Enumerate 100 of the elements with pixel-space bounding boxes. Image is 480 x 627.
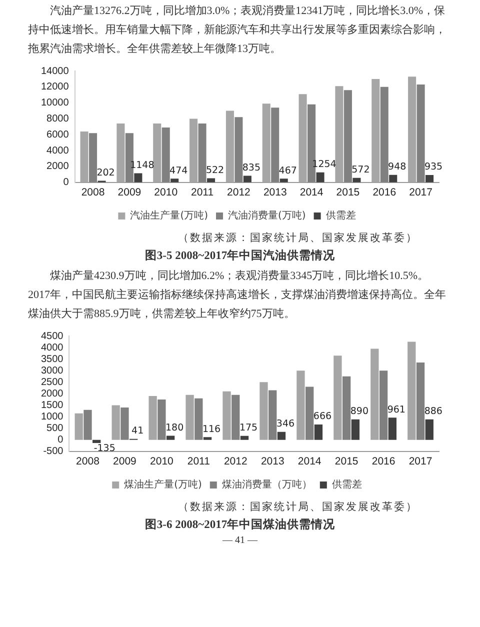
y-tick-label: 14000 bbox=[40, 66, 70, 77]
bar bbox=[240, 436, 249, 440]
y-tick-label: 1500 bbox=[40, 400, 64, 411]
bar bbox=[306, 386, 314, 440]
bar bbox=[88, 133, 98, 182]
y-tick-label: 10000 bbox=[40, 98, 70, 109]
x-tick-label: 2016 bbox=[372, 456, 396, 468]
data-label: 346 bbox=[276, 418, 295, 430]
bar bbox=[372, 78, 380, 182]
text: 煤油产量4230.9万吨，同比增加6.2%；表观消费量3345万吨，同比增长10.5%。2017年，中国民航主要运输指标继续保持高速增长，支撑煤油消费增速保持高位。全年煤油供大于需885.9万吨，供需差较上年收窄约75万吨。 bbox=[27, 268, 447, 322]
x-tick-label: 2009 bbox=[118, 186, 142, 199]
y-tick-label: 1000 bbox=[40, 412, 64, 423]
bar bbox=[243, 176, 252, 182]
bar bbox=[408, 76, 416, 182]
y-tick-label: 4000 bbox=[46, 145, 70, 156]
x-tick-label: 2017 bbox=[409, 186, 433, 199]
data-label: 116 bbox=[202, 424, 221, 435]
bar bbox=[186, 394, 194, 440]
y-tick-label: 2500 bbox=[40, 376, 64, 388]
bar bbox=[116, 124, 125, 182]
bar bbox=[271, 108, 280, 182]
text: 图3-5 2008~2017年中国汽油供需情况 bbox=[144, 248, 336, 264]
bar bbox=[298, 94, 307, 182]
data-label: 886 bbox=[424, 406, 442, 418]
y-tick-label: 12000 bbox=[40, 82, 70, 93]
x-tick-label: 2013 bbox=[263, 186, 287, 199]
legend-label: 供需差 bbox=[332, 478, 362, 491]
bar bbox=[120, 408, 129, 440]
bar bbox=[260, 382, 268, 440]
bar bbox=[80, 131, 88, 182]
bar bbox=[226, 110, 234, 182]
text: 汽油产量13276.2万吨，同比增加3.0%；表观消费量12341万吨，同比增长3.0%，保持中低速增长。用车销量大幅下降，新能源汽车和共享出行发展等多重因素综合影响，拖累汽油需求增长。全年供需差较上年微降13万吨。 bbox=[27, 4, 447, 57]
text: 图3-6 2008~2017年中国煤油供需情况 bbox=[144, 517, 336, 533]
bar bbox=[389, 174, 398, 182]
x-tick-label: 2011 bbox=[190, 186, 214, 199]
y-tick-label: 4500 bbox=[40, 330, 64, 342]
y-tick-label: -500 bbox=[43, 446, 64, 458]
x-tick-label: 2009 bbox=[113, 456, 137, 468]
x-tick-label: 2015 bbox=[334, 456, 358, 468]
y-tick-label: 0 bbox=[63, 177, 70, 188]
bar bbox=[280, 178, 288, 182]
bar bbox=[112, 405, 120, 440]
bar bbox=[334, 356, 342, 440]
data-label: 522 bbox=[206, 164, 224, 176]
bar bbox=[262, 104, 270, 182]
bar bbox=[426, 174, 434, 182]
data-label: 935 bbox=[424, 162, 443, 173]
y-tick-label: 2000 bbox=[46, 161, 70, 172]
data-label: 474 bbox=[170, 165, 188, 176]
data-label: 180 bbox=[165, 422, 184, 434]
x-tick-label: 2014 bbox=[300, 186, 324, 199]
y-tick-label: 2000 bbox=[40, 388, 64, 400]
bar bbox=[296, 370, 305, 440]
text: — 41 — bbox=[222, 534, 258, 548]
x-tick-label: 2013 bbox=[260, 456, 284, 468]
bar bbox=[314, 424, 323, 440]
text: （数据来源：国家统计局、国家发展改革委） bbox=[177, 500, 419, 515]
x-tick-label: 2014 bbox=[298, 456, 322, 468]
data-label: 175 bbox=[239, 422, 258, 434]
bar bbox=[268, 390, 277, 440]
bar bbox=[370, 348, 379, 440]
bar bbox=[134, 173, 142, 182]
text: （数据来源：国家统计局、国家发展改革委） bbox=[177, 231, 419, 246]
x-tick-label: 2015 bbox=[336, 186, 360, 199]
bar bbox=[379, 370, 388, 440]
data-label: 948 bbox=[388, 162, 406, 173]
y-tick-label: 3000 bbox=[40, 365, 64, 376]
data-label: 41 bbox=[132, 426, 144, 437]
bar bbox=[388, 418, 396, 440]
bar bbox=[74, 413, 83, 440]
bar bbox=[170, 178, 179, 182]
bar bbox=[92, 440, 101, 443]
x-tick-label: 2008 bbox=[76, 456, 100, 468]
bar bbox=[232, 394, 240, 440]
bar bbox=[203, 437, 212, 440]
x-tick-label: 2016 bbox=[372, 186, 396, 199]
legend-label: 汽油消费量(万吨) bbox=[228, 210, 306, 222]
bar bbox=[148, 396, 157, 440]
x-tick-label: 2012 bbox=[227, 186, 251, 199]
bar bbox=[84, 410, 92, 440]
bar bbox=[190, 118, 198, 182]
bar bbox=[344, 90, 352, 182]
bar bbox=[158, 399, 166, 440]
bar bbox=[234, 117, 243, 182]
y-tick-label: 3500 bbox=[40, 354, 64, 365]
y-tick-label: 8000 bbox=[46, 113, 70, 124]
bar bbox=[425, 419, 434, 440]
bar bbox=[162, 127, 170, 182]
y-tick-label: 4000 bbox=[40, 342, 64, 354]
data-label: 890 bbox=[350, 406, 369, 418]
bar bbox=[194, 398, 203, 440]
x-tick-label: 2008 bbox=[81, 186, 105, 199]
legend-label: 煤油消费量（万吨） bbox=[222, 478, 312, 491]
bar bbox=[198, 124, 206, 182]
bar bbox=[335, 86, 344, 182]
bar bbox=[222, 391, 231, 440]
x-tick-label: 2010 bbox=[154, 186, 178, 199]
legend-label: 汽油生产量(万吨) bbox=[130, 210, 208, 222]
bar bbox=[206, 178, 216, 182]
x-tick-label: 2017 bbox=[408, 456, 432, 468]
